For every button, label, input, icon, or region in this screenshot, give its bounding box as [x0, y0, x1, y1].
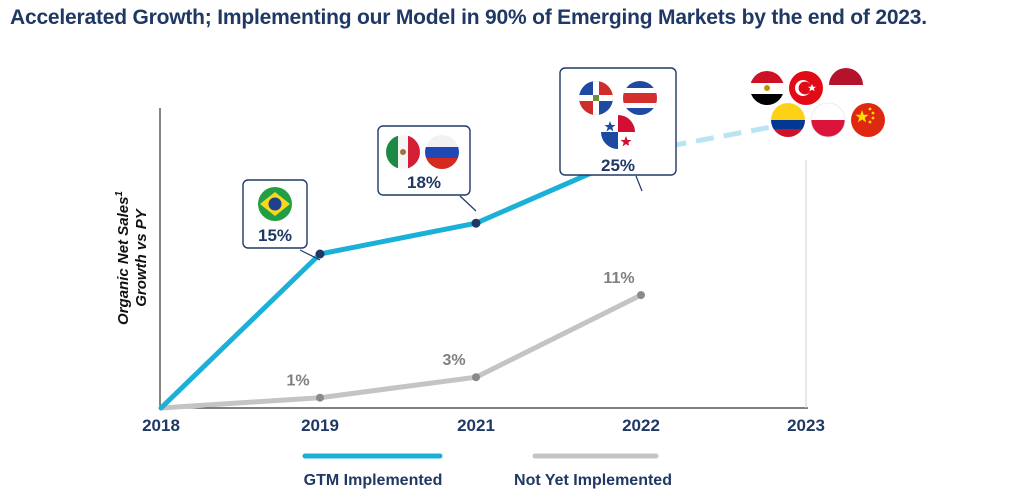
data-label-not-yet-2021: 3%: [442, 352, 465, 369]
indonesia-flag-icon: [829, 68, 863, 102]
data-label-not-yet-2022: 11%: [603, 270, 634, 287]
callout-2019: 15%: [242, 179, 321, 261]
mexico-flag-icon: [386, 135, 420, 169]
legend-label-gtm: GTM Implemented: [304, 472, 443, 489]
y-axis-label-sup: 1: [114, 191, 125, 197]
not-yet-implemented-series: 1% 3% 11%: [158, 270, 645, 411]
x-tick-2019: 2019: [301, 416, 339, 435]
turkey-flag-icon: [789, 71, 823, 105]
legend-label-not-yet: Not Yet Implemented: [514, 472, 672, 489]
egypt-flag-icon: [750, 71, 784, 105]
dominican-republic-flag-icon: [579, 81, 613, 115]
china-flag-icon: [851, 103, 885, 137]
y-axis-label-2: Growth vs PY: [133, 207, 150, 307]
page-title: Accelerated Growth; Implementing our Mod…: [10, 6, 927, 29]
x-tick-labels: 2018 2019 2021 2022 2023: [142, 416, 825, 435]
not-yet-point-2021: [472, 373, 480, 382]
colombia-flag-icon: [771, 103, 805, 137]
x-tick-2023: 2023: [787, 416, 825, 435]
not-yet-implemented-line: [158, 292, 644, 411]
gtm-point-2019: [315, 249, 325, 259]
callout-2021: 18%: [377, 125, 477, 212]
legend: GTM Implemented Not Yet Implemented: [302, 453, 672, 489]
data-label-not-yet-2019: 1%: [286, 373, 309, 390]
data-label-gtm-2022: 25%: [601, 156, 635, 175]
callout-2022: 25%: [559, 67, 677, 192]
flags-2023: [750, 68, 885, 138]
y-axis-label: Organic Net Sales1: [114, 191, 132, 325]
not-yet-point-2022: [637, 291, 645, 300]
costa-rica-flag-icon: [623, 81, 657, 115]
poland-flag-icon: [810, 102, 846, 138]
panama-flag-icon: [601, 115, 635, 149]
brazil-flag-icon: [258, 187, 292, 221]
data-label-gtm-2021: 18%: [407, 173, 441, 192]
x-tick-2018: 2018: [142, 416, 180, 435]
x-tick-2022: 2022: [622, 416, 660, 435]
gtm-implemented-line: [158, 148, 644, 411]
data-label-gtm-2019: 15%: [258, 226, 292, 245]
not-yet-point-2019: [316, 393, 324, 402]
gtm-point-2021: [471, 218, 481, 228]
x-tick-2021: 2021: [457, 416, 495, 435]
y-axis-label-line1: Organic Net Sales: [115, 197, 132, 325]
russia-flag-icon: [425, 135, 459, 169]
gtm-implemented-series: [158, 118, 807, 411]
